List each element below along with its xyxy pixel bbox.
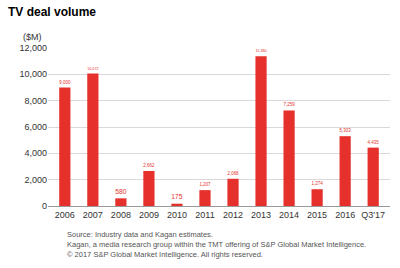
svg-text:2008: 2008 [111,210,131,220]
svg-text:1,207: 1,207 [199,182,211,187]
svg-text:2,000: 2,000 [24,175,47,185]
svg-text:1,274: 1,274 [312,181,324,186]
svg-text:Source: Industry data and Kaga: Source: Industry data and Kagan estimate… [67,230,213,239]
svg-text:10,072: 10,072 [87,67,98,71]
svg-text:7,259: 7,259 [283,102,295,107]
svg-text:6,000: 6,000 [24,122,47,132]
svg-text:4,435: 4,435 [368,140,380,145]
svg-text:Q3'17: Q3'17 [361,210,385,220]
svg-text:© 2017 S&P Global Market Intel: © 2017 S&P Global Market Intelligence. A… [67,250,263,259]
svg-text:Kagan, a media research group: Kagan, a media research group within the… [67,240,366,249]
svg-text:580: 580 [115,188,126,195]
svg-text:2014: 2014 [279,210,299,220]
svg-text:2010: 2010 [167,210,187,220]
svg-text:11,380: 11,380 [255,49,266,53]
svg-text:9,000: 9,000 [59,80,71,85]
svg-text:2015: 2015 [307,210,327,220]
svg-text:2012: 2012 [223,210,243,220]
svg-text:175: 175 [171,193,182,200]
svg-text:5,303: 5,303 [340,128,352,133]
svg-text:TV deal volume: TV deal volume [8,5,96,19]
svg-text:2007: 2007 [83,210,103,220]
svg-text:2,662: 2,662 [143,163,155,168]
svg-text:10,000: 10,000 [19,69,47,79]
svg-text:4,000: 4,000 [24,148,47,158]
svg-text:2009: 2009 [139,210,159,220]
svg-text:2016: 2016 [335,210,355,220]
svg-text:8,000: 8,000 [24,96,47,106]
svg-text:2013: 2013 [251,210,271,220]
svg-text:0: 0 [42,201,47,211]
svg-text:2011: 2011 [195,210,214,220]
svg-text:12,000: 12,000 [19,43,47,53]
svg-text:2006: 2006 [55,210,75,220]
svg-text:2,068: 2,068 [227,171,239,176]
svg-text:($M): ($M) [23,32,42,42]
